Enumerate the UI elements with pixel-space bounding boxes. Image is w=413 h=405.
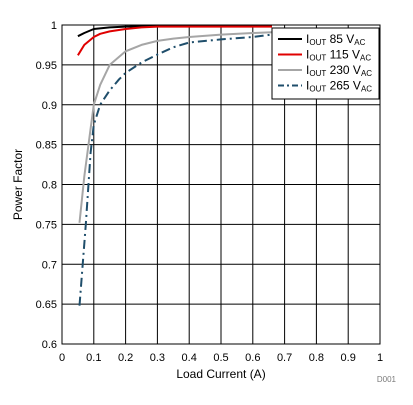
plot-frame xyxy=(61,24,381,345)
y-tick-label: 0.95 xyxy=(36,60,57,72)
x-tick-label: 0 xyxy=(59,352,65,364)
y-tick-label: 1 xyxy=(51,20,57,32)
legend-text-part: I xyxy=(306,79,309,93)
legend-subscript: AC xyxy=(361,69,372,78)
legend-text-part: I xyxy=(306,32,309,46)
x-tick-label: 1 xyxy=(377,352,383,364)
x-axis-title: Load Current (A) xyxy=(176,367,265,381)
x-tick-label: 0.2 xyxy=(118,352,133,364)
legend-subscript: OUT xyxy=(309,69,326,78)
y-axis-title: Power Factor xyxy=(11,149,25,220)
x-tick-label: 0.8 xyxy=(309,352,324,364)
legend-subscript: OUT xyxy=(309,85,326,94)
y-tick-label: 0.65 xyxy=(36,299,57,311)
legend-box xyxy=(271,27,380,100)
series-line-265-v xyxy=(78,33,273,306)
y-tick-label: 0.6 xyxy=(42,339,57,351)
series-lines xyxy=(77,24,273,306)
x-tick-label: 0.1 xyxy=(86,352,101,364)
x-tick-label: 0.5 xyxy=(213,352,228,364)
series-line-230-v xyxy=(78,31,272,223)
x-tick-label: 0.4 xyxy=(182,352,197,364)
x-tick-labels: 0 0.1 0.2 0.3 0.4 0.5 0.6 0.7 0.8 0.9 1 xyxy=(59,352,383,364)
legend-text-part: 115 V xyxy=(326,48,360,62)
legend-entry-label: IOUT 85 VAC xyxy=(306,32,366,47)
legend-subscript: AC xyxy=(354,38,365,47)
legend-entry-label: IOUT 230 VAC xyxy=(306,63,372,78)
legend-entry-label: IOUT 265 VAC xyxy=(306,79,372,94)
series-line-115-v xyxy=(77,25,272,56)
legend-entry-label: IOUT 115 VAC xyxy=(306,48,371,63)
figure-id-label: D001 xyxy=(377,375,397,384)
y-tick-label: 0.85 xyxy=(36,140,57,152)
y-tick-labels: 0.6 0.65 0.7 0.75 0.8 0.85 0.9 0.95 1 xyxy=(36,20,57,351)
legend-text-part: I xyxy=(306,48,309,62)
y-tick-label: 0.75 xyxy=(36,219,57,231)
x-tick-label: 0.7 xyxy=(277,352,292,364)
x-tick-label: 0.6 xyxy=(245,352,260,364)
legend-text-part: 230 V xyxy=(326,63,361,77)
y-tick-label: 0.7 xyxy=(42,259,57,271)
legend-subscript: AC xyxy=(361,85,372,94)
legend-subscript: OUT xyxy=(309,38,326,47)
legend-subscript: AC xyxy=(360,54,371,63)
legend-text-part: 85 V xyxy=(326,32,354,46)
x-tick-label: 0.9 xyxy=(341,352,356,364)
y-tick-label: 0.9 xyxy=(42,100,57,112)
x-tick-label: 0.3 xyxy=(150,352,165,364)
legend-text-part: I xyxy=(306,63,309,77)
legend-subscript: OUT xyxy=(309,54,326,63)
legend-text-part: 265 V xyxy=(326,79,361,93)
y-tick-label: 0.8 xyxy=(42,180,57,192)
